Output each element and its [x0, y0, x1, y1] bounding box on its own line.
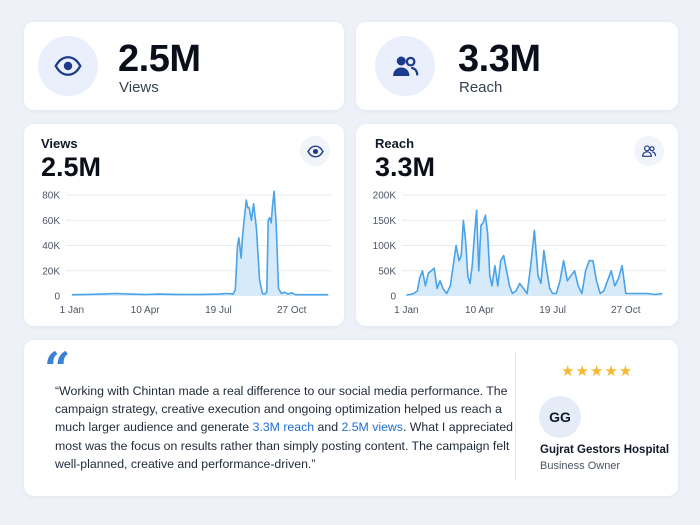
y-tick-label: 0 [390, 292, 396, 303]
reach-stat-card: 3.3M Reach [356, 22, 678, 110]
y-tick-label: 20K [42, 266, 60, 277]
quote-text-part: . What I appreciated most was the focus … [55, 420, 514, 471]
reach-chart-card: Reach 3.3M 0 50K 100K 150K 200K 1 Jan 10 Apr 19… [356, 124, 678, 326]
testimonial-card: “ “Working with Chintan made a real diff… [24, 340, 678, 496]
x-tick-label: 10 Apr [465, 305, 495, 316]
star-rating: ★★★★★ [561, 363, 634, 380]
quote-highlight-reach: 3.3M reach [252, 420, 315, 435]
views-stat-label: Views [119, 79, 159, 96]
quote-text-part: and [314, 420, 342, 435]
quote-highlight-views: 2.5M views [341, 420, 403, 435]
y-tick-label: 150K [373, 216, 397, 227]
quote-text-part: “Working with Chintan made a real differ… [55, 384, 508, 435]
views-chart-card: Views 2.5M 0 20K 40K 60K 80K 1 Jan 10 Apr 19 Ju… [24, 124, 344, 326]
y-tick-label: 0 [54, 292, 60, 303]
views-area-chart: 0 20K 40K 60K 80K 1 Jan 10 Apr 19 Jul 27 Oct [42, 190, 332, 316]
views-stat-value: 2.5M [118, 38, 201, 80]
eye-icon [38, 36, 98, 96]
y-tick-label: 40K [42, 241, 60, 252]
y-tick-label: 100K [373, 241, 397, 252]
series-area [71, 191, 329, 296]
series-line [406, 209, 663, 296]
reach-stat-label: Reach [459, 79, 503, 96]
reach-chart-title: Reach [375, 136, 415, 151]
x-tick-label: 27 Oct [277, 305, 307, 316]
y-tick-label: 200K [373, 191, 397, 202]
author-role: Business Owner [540, 460, 621, 472]
avatar: GG [539, 396, 581, 438]
x-tick-label: 1 Jan [60, 305, 84, 316]
reach-stat-value: 3.3M [458, 38, 541, 80]
author-name: Gujrat Gestors Hospital [540, 444, 670, 456]
x-tick-label: 1 Jan [394, 305, 418, 316]
views-chart-title: Views [41, 136, 78, 151]
y-tick-label: 80K [42, 191, 60, 202]
reach-chart-total: 3.3M [375, 152, 436, 182]
y-tick-label: 60K [42, 216, 60, 227]
x-tick-label: 19 Jul [539, 305, 566, 316]
testimonial-quote: “Working with Chintan made a real differ… [55, 382, 515, 473]
views-stat-card: 2.5M Views [24, 22, 344, 110]
views-chart-eye-icon[interactable] [300, 136, 330, 166]
reach-area-chart: 0 50K 100K 150K 200K 1 Jan 10 Apr 19 Jul 27 Oct [373, 191, 666, 316]
views-chart-total: 2.5M [41, 152, 102, 182]
series-line [71, 190, 329, 296]
reach-chart-users-icon[interactable] [634, 136, 664, 166]
x-tick-label: 10 Apr [131, 305, 161, 316]
users-icon [375, 36, 435, 96]
divider [515, 352, 516, 480]
series-area [406, 210, 663, 296]
y-tick-label: 50K [378, 266, 396, 277]
x-tick-label: 19 Jul [205, 305, 232, 316]
quote-icon: “ [44, 342, 71, 396]
x-tick-label: 27 Oct [611, 305, 641, 316]
